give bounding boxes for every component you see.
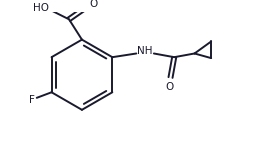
Text: O: O (89, 0, 98, 9)
Text: NH: NH (137, 46, 153, 56)
Text: O: O (166, 82, 174, 92)
Text: F: F (29, 95, 35, 105)
Text: HO: HO (33, 3, 49, 13)
